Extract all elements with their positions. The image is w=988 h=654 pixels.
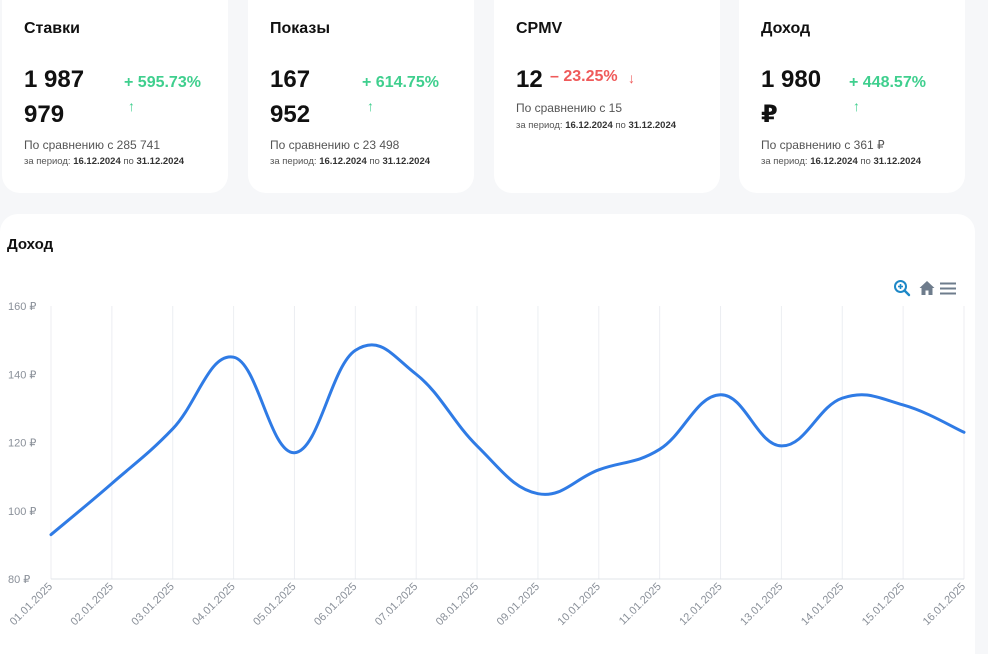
card-value: 167 952 [270, 66, 311, 128]
y-tick-label: 100 ₽ [8, 506, 36, 518]
x-tick-label: 07.01.2025 [373, 581, 420, 628]
x-tick-label: 16.01.2025 [921, 581, 968, 628]
x-tick-label: 13.01.2025 [738, 581, 785, 628]
menu-icon[interactable] [939, 279, 957, 297]
card-compare: По сравнению с 361 ₽ [761, 138, 885, 152]
arrow-up-icon: ↑ [128, 98, 135, 114]
x-tick-label: 11.01.2025 [617, 581, 664, 628]
card-compare: По сравнению с 15 [516, 101, 623, 115]
chart-title: Доход [7, 236, 54, 253]
card-period: за период: 16.12.2024 по 31.12.2024 [516, 120, 677, 131]
card-delta: + 614.75% [362, 74, 439, 91]
x-tick-label: 02.01.2025 [69, 581, 116, 628]
x-tick-label: 10.01.2025 [556, 581, 603, 628]
x-tick-label: 05.01.2025 [251, 581, 298, 628]
y-tick-label: 160 ₽ [8, 301, 36, 313]
arrow-up-icon: ↑ [853, 98, 860, 114]
card-period: за период: 16.12.2024 по 31.12.2024 [270, 156, 431, 167]
card-title: Ставки [24, 20, 80, 37]
arrow-down-icon: ↓ [628, 70, 635, 86]
card-title: Показы [270, 20, 330, 37]
card-delta: + 595.73% [124, 74, 201, 91]
y-tick-label: 120 ₽ [8, 438, 36, 450]
x-tick-label: 08.01.2025 [434, 581, 481, 628]
home-icon[interactable] [918, 279, 936, 297]
card-value: 12 [516, 66, 543, 93]
card-title: CPMV [516, 20, 563, 37]
card-value: 1 987 979 [24, 66, 85, 128]
kpi-card-revenue: Доход 1 980 ₽ + 448.57% ↑ По сравнению с … [739, 0, 965, 193]
card-period: за период: 16.12.2024 по 31.12.2024 [761, 156, 922, 167]
x-tick-label: 14.01.2025 [799, 581, 846, 628]
y-tick-label: 80 ₽ [8, 574, 30, 586]
x-tick-label: 12.01.2025 [677, 581, 724, 628]
card-delta: – 23.25% [550, 68, 618, 85]
card-compare: По сравнению с 23 498 [270, 138, 400, 152]
x-tick-label: 15.01.2025 [860, 581, 907, 628]
kpi-card-impressions: Показы 167 952 + 614.75% ↑ По сравнению с… [248, 0, 474, 193]
x-tick-label: 01.01.2025 [8, 581, 55, 628]
x-tick-label: 09.01.2025 [495, 581, 542, 628]
card-compare: По сравнению с 285 741 [24, 138, 161, 152]
card-value: 1 980 ₽ [761, 66, 822, 128]
kpi-card-bids: Ставки 1 987 979 + 595.73% ↑ По сравнению… [2, 0, 228, 193]
kpi-card-cpmv: CPMV 12 – 23.25% ↓ По сравнению с 15 за … [494, 0, 720, 193]
x-tick-label: 04.01.2025 [190, 581, 237, 628]
series-line [49, 343, 966, 537]
arrow-up-icon: ↑ [367, 98, 374, 114]
x-tick-label: 06.01.2025 [312, 581, 359, 628]
card-period: за период: 16.12.2024 по 31.12.2024 [24, 156, 185, 167]
y-tick-label: 140 ₽ [8, 369, 36, 381]
revenue-chart-panel: Доход [0, 214, 975, 654]
zoom-in-icon[interactable] [893, 279, 911, 297]
card-delta: + 448.57% [849, 74, 926, 91]
x-tick-label: 03.01.2025 [129, 581, 176, 628]
card-title: Доход [761, 20, 811, 37]
